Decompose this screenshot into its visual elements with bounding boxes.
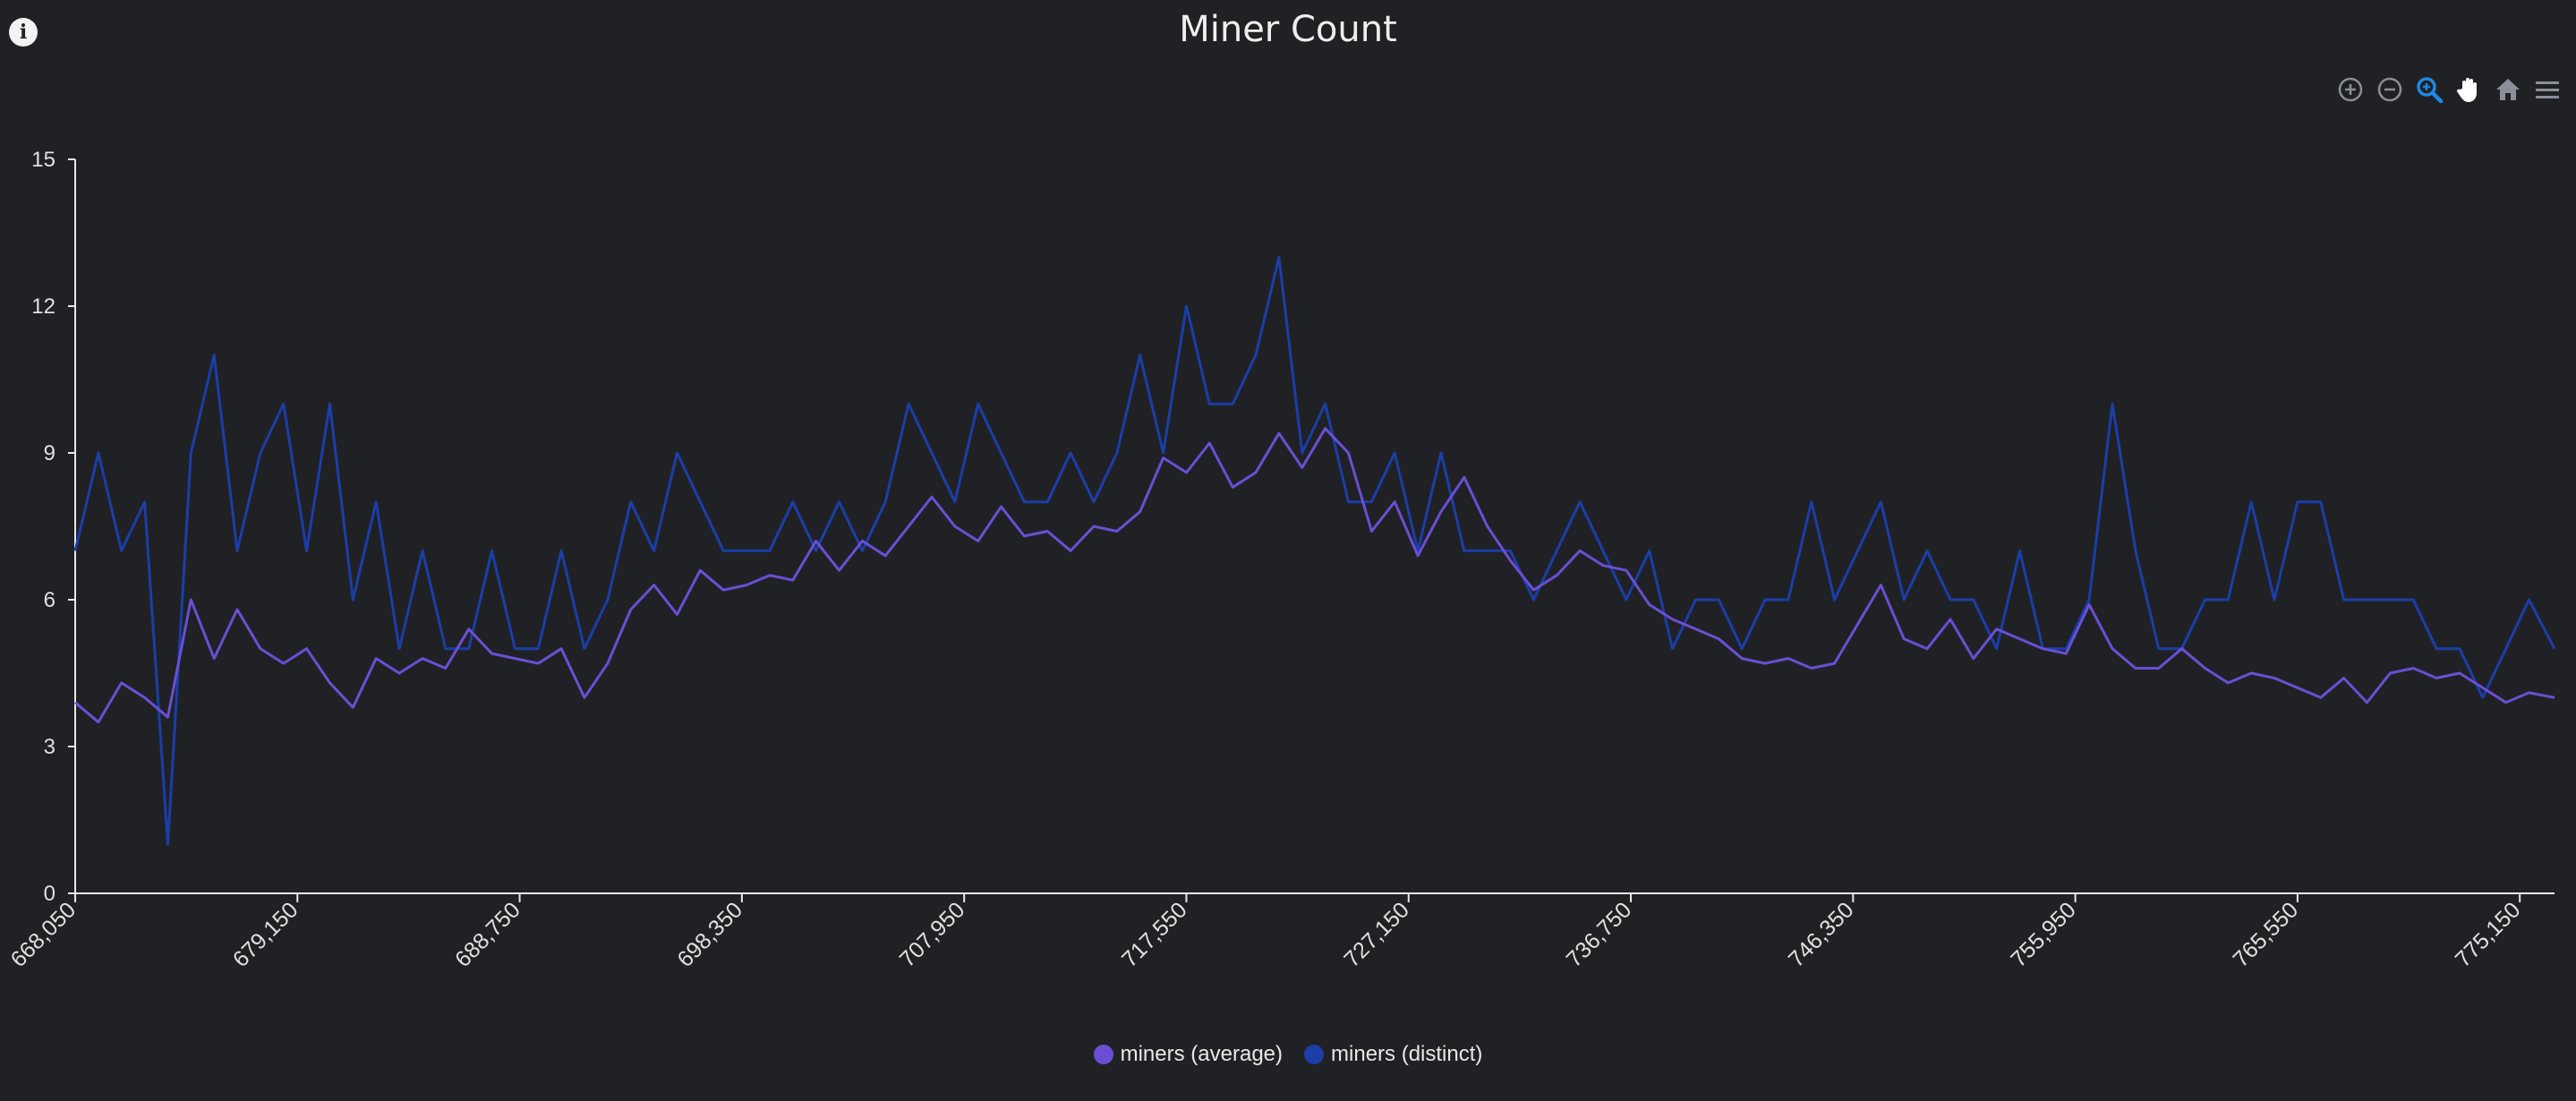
legend-marker-distinct [1304, 1045, 1325, 1064]
x-tick-label: 755,950 [2006, 897, 2081, 972]
zoom-select-icon[interactable] [2415, 75, 2444, 104]
y-tick-label: 12 [31, 294, 55, 319]
legend-item-average[interactable]: miners (average) [1093, 1042, 1284, 1067]
legend-label-average: miners (average) [1120, 1042, 1284, 1066]
series-line-average[interactable] [74, 427, 2555, 724]
chart-title: Miner Count [1179, 9, 1397, 50]
pan-icon[interactable] [2454, 75, 2483, 104]
legend-label-distinct: miners (distinct) [1331, 1042, 1483, 1066]
x-tick-label: 765,550 [2228, 897, 2303, 972]
menu-icon[interactable] [2533, 75, 2562, 104]
y-tick-label: 15 [31, 148, 55, 172]
x-tick-label: 717,550 [1117, 897, 1192, 972]
series-distinct [73, 255, 2556, 846]
series-average [74, 427, 2555, 724]
x-tick-label: 668,050 [6, 897, 81, 972]
zoom-in-icon[interactable] [2336, 75, 2365, 104]
x-tick-label: 746,350 [1784, 897, 1859, 972]
y-tick-label: 9 [44, 441, 55, 465]
y-tick-label: 3 [44, 735, 55, 759]
chart-toolbar [2336, 75, 2562, 104]
series-line-distinct[interactable] [73, 255, 2556, 846]
info-icon[interactable]: i [9, 18, 38, 47]
x-tick-label: 698,350 [672, 897, 747, 972]
x-tick-label: 688,750 [450, 897, 525, 972]
x-tick-label: 736,750 [1562, 897, 1637, 972]
chart-legend: miners (average) miners (distinct) [0, 1042, 2576, 1067]
x-tick-label: 707,950 [895, 897, 970, 972]
zoom-out-icon[interactable] [2376, 75, 2404, 104]
legend-marker-average [1093, 1045, 1113, 1064]
x-tick-label: 727,150 [1339, 897, 1414, 972]
y-tick-label: 0 [44, 882, 55, 906]
x-tick-label: 775,150 [2451, 897, 2526, 972]
x-tick-label: 679,150 [228, 897, 303, 972]
home-icon[interactable] [2494, 75, 2522, 104]
legend-item-distinct[interactable]: miners (distinct) [1304, 1042, 1482, 1067]
y-tick-label: 6 [44, 588, 55, 612]
